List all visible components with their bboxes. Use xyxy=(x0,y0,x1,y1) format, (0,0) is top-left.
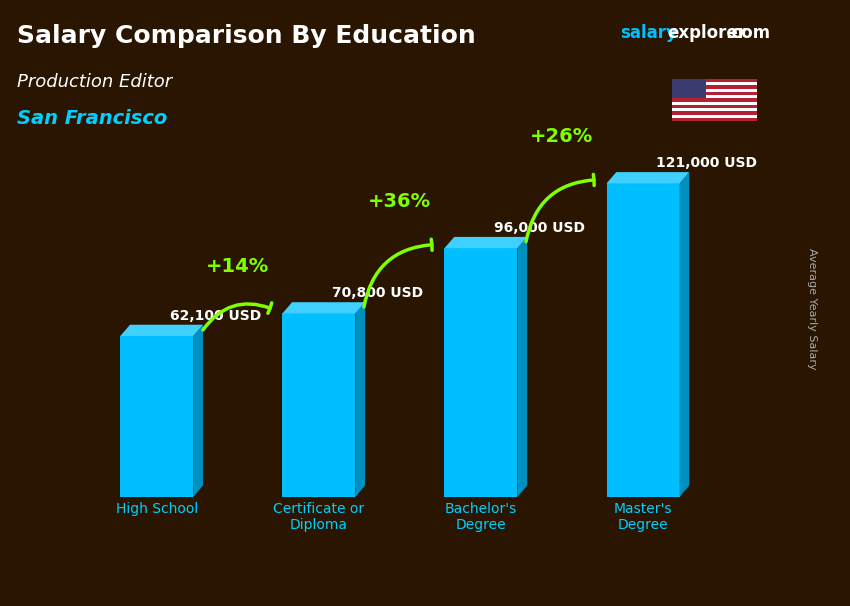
Bar xyxy=(672,115,756,118)
Text: .com: .com xyxy=(725,24,770,42)
Polygon shape xyxy=(679,172,689,497)
Bar xyxy=(672,108,756,112)
Polygon shape xyxy=(445,237,527,248)
Bar xyxy=(672,112,756,115)
Text: +14%: +14% xyxy=(207,257,269,276)
Bar xyxy=(672,95,756,98)
Text: salary: salary xyxy=(620,24,677,42)
Bar xyxy=(121,336,193,497)
Bar xyxy=(672,88,756,92)
Bar xyxy=(672,79,705,98)
Bar xyxy=(672,98,756,102)
Bar xyxy=(445,248,518,497)
Polygon shape xyxy=(282,302,365,313)
Text: Average Yearly Salary: Average Yearly Salary xyxy=(807,248,817,370)
Polygon shape xyxy=(355,302,365,497)
Bar xyxy=(607,184,679,497)
Text: Salary Comparison By Education: Salary Comparison By Education xyxy=(17,24,476,48)
Bar xyxy=(282,313,355,497)
Bar xyxy=(672,102,756,105)
Text: +36%: +36% xyxy=(368,191,432,211)
Bar xyxy=(672,85,756,88)
Text: explorer: explorer xyxy=(667,24,746,42)
Text: Production Editor: Production Editor xyxy=(17,73,172,91)
Polygon shape xyxy=(518,237,527,497)
Text: 70,800 USD: 70,800 USD xyxy=(332,286,423,301)
Text: 96,000 USD: 96,000 USD xyxy=(494,221,585,235)
Bar xyxy=(672,92,756,95)
Polygon shape xyxy=(193,325,203,497)
Text: 62,100 USD: 62,100 USD xyxy=(170,309,261,323)
Polygon shape xyxy=(607,172,689,184)
Polygon shape xyxy=(121,325,203,336)
Text: San Francisco: San Francisco xyxy=(17,109,167,128)
Bar xyxy=(672,118,756,121)
Bar xyxy=(672,105,756,108)
Bar xyxy=(672,82,756,85)
Bar xyxy=(672,79,756,82)
Text: 121,000 USD: 121,000 USD xyxy=(656,156,757,170)
Text: +26%: +26% xyxy=(530,127,593,146)
